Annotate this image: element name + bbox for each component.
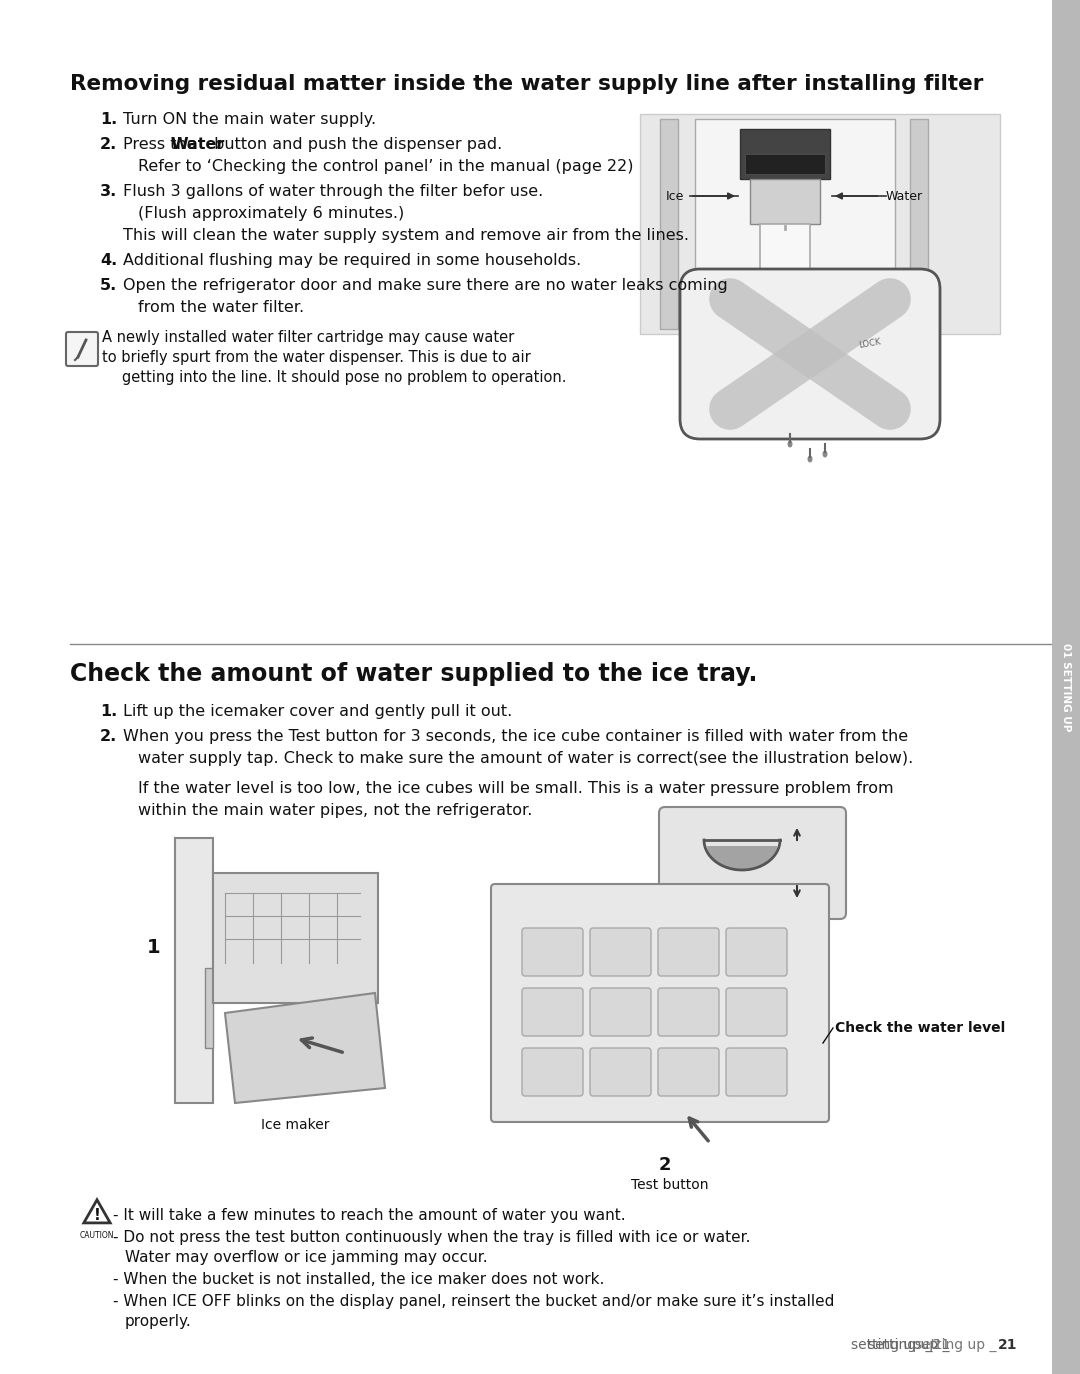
Text: CAUTION: CAUTION [80,1231,114,1239]
Text: Additional flushing may be required in some households.: Additional flushing may be required in s… [123,253,581,268]
FancyBboxPatch shape [491,883,829,1123]
Text: Refer to ‘Checking the control panel’ in the manual (page 22): Refer to ‘Checking the control panel’ in… [138,159,634,174]
Text: Water: Water [886,190,923,202]
Bar [696,120,895,328]
Polygon shape [225,993,384,1103]
Text: 3.: 3. [100,184,118,199]
Text: Lift up the icemaker cover and gently pull it out.: Lift up the icemaker cover and gently pu… [123,703,512,719]
Text: 2.: 2. [100,730,118,743]
Ellipse shape [823,451,827,458]
Text: - When the bucket is not installed, the ice maker does not work.: - When the bucket is not installed, the … [113,1272,605,1287]
Text: Open the refrigerator door and make sure there are no water leaks coming: Open the refrigerator door and make sure… [123,278,728,293]
Bar [910,120,928,328]
Text: - When ICE OFF blinks on the display panel, reinsert the bucket and/or make sure: - When ICE OFF blinks on the display pan… [113,1294,835,1309]
FancyBboxPatch shape [658,927,719,976]
Text: LOCK: LOCK [859,338,881,350]
Bar [740,129,831,179]
Text: within the main water pipes, not the refrigerator.: within the main water pipes, not the ref… [138,802,532,818]
Text: A newly installed water filter cartridge may cause water: A newly installed water filter cartridge… [102,330,514,345]
Text: 01 SETTING UP: 01 SETTING UP [1061,643,1071,731]
Text: setting up _: setting up _ [915,1338,997,1352]
Text: Test button: Test button [631,1178,708,1193]
FancyBboxPatch shape [726,1048,787,1096]
Text: Turn ON the main water supply.: Turn ON the main water supply. [123,113,376,126]
Ellipse shape [787,441,793,448]
Text: Ice: Ice [665,190,684,202]
Bar [660,120,678,328]
Text: Press the: Press the [123,137,202,153]
FancyBboxPatch shape [590,988,651,1036]
FancyBboxPatch shape [680,269,940,440]
Text: button and push the dispenser pad.: button and push the dispenser pad. [210,137,502,153]
Bar [1052,0,1080,1374]
Text: 1: 1 [147,938,160,958]
Text: Flush 3 gallons of water through the filter befor use.: Flush 3 gallons of water through the fil… [123,184,543,199]
Text: - Do not press the test button continuously when the tray is filled with ice or : - Do not press the test button continuou… [113,1230,751,1245]
FancyBboxPatch shape [66,333,98,365]
Text: 21: 21 [998,1338,1017,1352]
FancyBboxPatch shape [726,927,787,976]
Text: getting into the line. It should pose no problem to operation.: getting into the line. It should pose no… [122,370,567,385]
Text: from the water filter.: from the water filter. [138,300,305,315]
Text: When you press the Test button for 3 seconds, the ice cube container is filled w: When you press the Test button for 3 sec… [123,730,908,743]
FancyBboxPatch shape [726,988,787,1036]
FancyBboxPatch shape [590,1048,651,1096]
Bar [760,224,810,279]
FancyBboxPatch shape [522,927,583,976]
Bar [640,114,1000,334]
Text: This will clean the water supply system and remove air from the lines.: This will clean the water supply system … [123,228,689,243]
Text: (Flush approximately 6 minutes.): (Flush approximately 6 minutes.) [138,206,404,221]
Text: !: ! [94,1209,100,1223]
FancyBboxPatch shape [522,988,583,1036]
Text: Check the amount of water supplied to the ice tray.: Check the amount of water supplied to th… [70,662,757,686]
Text: setting up _: setting up _ [868,1338,950,1352]
Text: 4.: 4. [100,253,118,268]
Polygon shape [84,1200,110,1223]
Text: Ice maker: Ice maker [260,1118,329,1132]
Polygon shape [707,846,777,871]
Text: 1.: 1. [100,113,118,126]
Text: properly.: properly. [125,1314,192,1329]
Text: Removing residual matter inside the water supply line after installing filter: Removing residual matter inside the wate… [70,74,984,93]
FancyBboxPatch shape [590,927,651,976]
Text: If the water level is too low, the ice cubes will be small. This is a water pres: If the water level is too low, the ice c… [138,780,893,796]
FancyBboxPatch shape [659,807,846,919]
Ellipse shape [808,456,812,463]
FancyBboxPatch shape [522,1048,583,1096]
FancyBboxPatch shape [658,988,719,1036]
Text: - It will take a few minutes to reach the amount of water you want.: - It will take a few minutes to reach th… [113,1208,625,1223]
Text: setting up _21: setting up _21 [851,1338,950,1352]
Bar [750,179,820,224]
Text: 2: 2 [659,1156,672,1173]
Text: Water may overflow or ice jamming may occur.: Water may overflow or ice jamming may oc… [125,1250,488,1265]
Text: to briefly spurt from the water dispenser. This is due to air: to briefly spurt from the water dispense… [102,350,530,365]
Text: water supply tap. Check to make sure the amount of water is correct(see the illu: water supply tap. Check to make sure the… [138,752,914,765]
Bar [175,838,213,1103]
Text: 5.: 5. [100,278,118,293]
Text: Water: Water [171,137,226,153]
Text: Check the water level: Check the water level [835,1021,1005,1035]
Bar [745,154,825,174]
Bar [213,872,378,1003]
FancyBboxPatch shape [658,1048,719,1096]
Text: 2.: 2. [100,137,118,153]
Text: 1.: 1. [100,703,118,719]
Bar [205,969,213,1048]
